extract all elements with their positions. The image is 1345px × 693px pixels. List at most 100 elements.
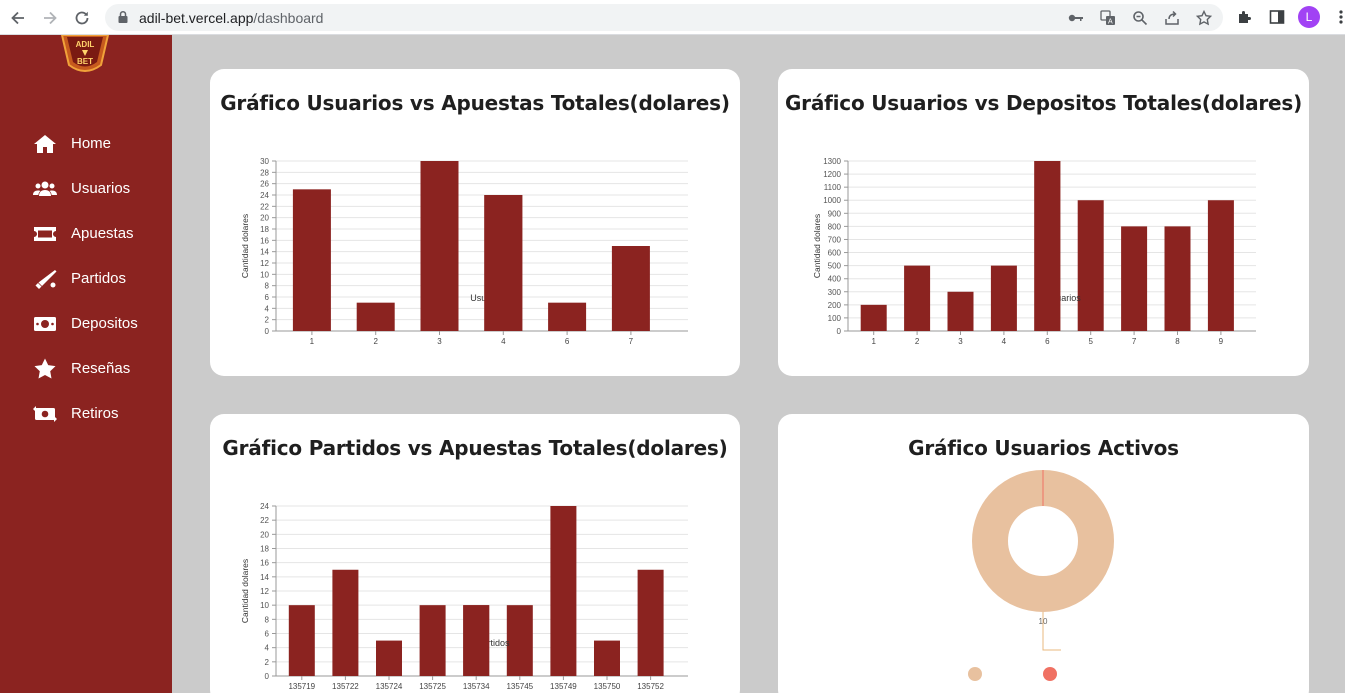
y-tick-label: 0 [265,672,270,681]
y-tick-label: 10 [260,270,269,279]
x-tick-label: 135722 [332,682,359,691]
y-tick-label: 2 [265,316,270,325]
x-tick-label: 5 [1088,337,1093,346]
sidebar-item-retiros[interactable]: Retiros [0,391,172,436]
sidebar-item-partidos[interactable]: Partidos [0,256,172,301]
extensions-puzzle-icon[interactable] [1235,7,1255,27]
side-panel-icon[interactable] [1267,7,1287,27]
y-tick-label: 6 [265,293,270,302]
sidebar-item-usuarios[interactable]: Usuarios [0,166,172,211]
x-tick-label: 7 [1132,337,1137,346]
bar [550,506,577,676]
x-tick-label: 3 [437,337,442,346]
y-tick-label: 4 [265,644,270,653]
bar [1121,226,1148,331]
y-tick-label: 10 [260,601,269,610]
share-icon[interactable] [1163,9,1181,27]
ticket-icon [33,223,57,245]
star-icon [33,358,57,380]
x-tick-label: 1 [871,337,876,346]
key-icon[interactable] [1067,9,1085,27]
y-tick-label: 400 [828,275,842,284]
x-tick-label: 4 [1002,337,1007,346]
bar [419,605,446,676]
x-tick-label: 135719 [288,682,315,691]
sidebar-item-depositos[interactable]: Depositos [0,301,172,346]
forward-arrow-icon[interactable] [38,6,62,30]
y-tick-label: 20 [260,530,269,539]
y-tick-label: 8 [265,615,270,624]
sidebar-menu: Home Usuarios Apuestas Partidos Deposito… [0,121,172,436]
y-tick-label: 24 [260,502,269,511]
x-tick-label: 1 [310,337,315,346]
zoom-icon[interactable] [1131,9,1149,27]
y-tick-label: 2 [265,658,270,667]
y-tick-label: 4 [265,304,270,313]
sidebar-item-resenas[interactable]: Reseñas [0,346,172,391]
card-title: Gráfico Partidos vs Apuestas Totales(dol… [222,436,728,460]
sidebar-item-label: Usuarios [71,180,131,197]
reload-icon[interactable] [70,6,94,30]
x-tick-label: 3 [958,337,963,346]
x-tick-label: 135725 [419,682,446,691]
y-tick-label: 100 [828,314,842,323]
bookmark-star-icon[interactable] [1195,9,1213,27]
y-tick-label: 8 [265,282,270,291]
bar [1034,161,1061,331]
back-arrow-icon[interactable] [6,6,30,30]
address-bar[interactable]: adil-bet.vercel.app/dashboard A [105,4,1223,31]
translate-icon[interactable]: A [1099,9,1117,27]
y-tick-label: 1300 [823,157,841,166]
sidebar-item-label: Reseñas [71,360,131,377]
url-path: /dashboard [253,10,324,26]
url-text: adil-bet.vercel.app/dashboard [139,10,323,26]
x-tick-label: 8 [1175,337,1180,346]
profile-avatar[interactable]: L [1298,6,1320,28]
bar [860,304,887,331]
y-tick-label: 12 [260,259,269,268]
bar [292,189,331,331]
logo-text-bottom: BET [77,57,93,66]
sidebar: ADIL BET Home Usuarios Apuestas [0,34,172,693]
x-tick-label: 135752 [637,682,664,691]
kebab-menu-icon[interactable] [1331,7,1345,27]
donut-leader-line [1042,612,1061,651]
x-tick-label: 6 [565,337,570,346]
y-tick-label: 800 [828,222,842,231]
y-axis-label: Cantidad dolares [240,559,250,623]
y-tick-label: 24 [260,191,269,200]
y-tick-label: 28 [260,168,269,177]
y-tick-label: 22 [260,516,269,525]
bar-chart-usuarios-depositos: 0 100 200 300 400 500 600 700 800 900 1000 1100 1200… [812,157,1256,346]
sidebar-item-label: Partidos [71,270,127,287]
y-tick-label: 1100 [824,183,842,192]
home-icon [33,133,57,155]
y-tick-label: 300 [828,288,842,297]
y-tick-label: 14 [260,248,269,257]
x-tick-label: 135749 [550,682,577,691]
bat-icon [33,268,57,290]
sidebar-item-home[interactable]: Home [0,121,172,166]
adil-bet-logo[interactable]: ADIL BET [59,34,111,75]
bar [332,569,359,676]
y-tick-label: 900 [828,209,842,218]
sidebar-item-apuestas[interactable]: Apuestas [0,211,172,256]
bar [594,640,620,676]
bar [484,195,523,331]
y-tick-label: 22 [260,202,269,211]
x-tick-label: 2 [373,337,378,346]
users-icon [33,178,57,200]
y-tick-label: 0 [837,327,842,336]
x-tick-label: 6 [1045,337,1050,346]
bar [990,265,1017,331]
money-icon [33,313,57,335]
lock-icon[interactable] [117,10,129,29]
bar [904,265,931,331]
card-title: Gráfico Usuarios vs Apuestas Totales(dol… [220,91,730,115]
x-tick-label: 9 [1219,337,1224,346]
logo-text-top: ADIL [76,40,95,49]
y-tick-label: 6 [265,630,270,639]
bar [376,640,402,676]
